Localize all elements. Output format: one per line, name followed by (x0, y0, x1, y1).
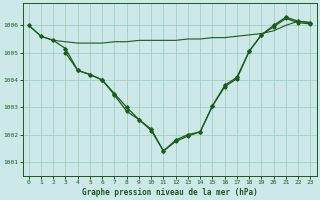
X-axis label: Graphe pression niveau de la mer (hPa): Graphe pression niveau de la mer (hPa) (82, 188, 258, 197)
